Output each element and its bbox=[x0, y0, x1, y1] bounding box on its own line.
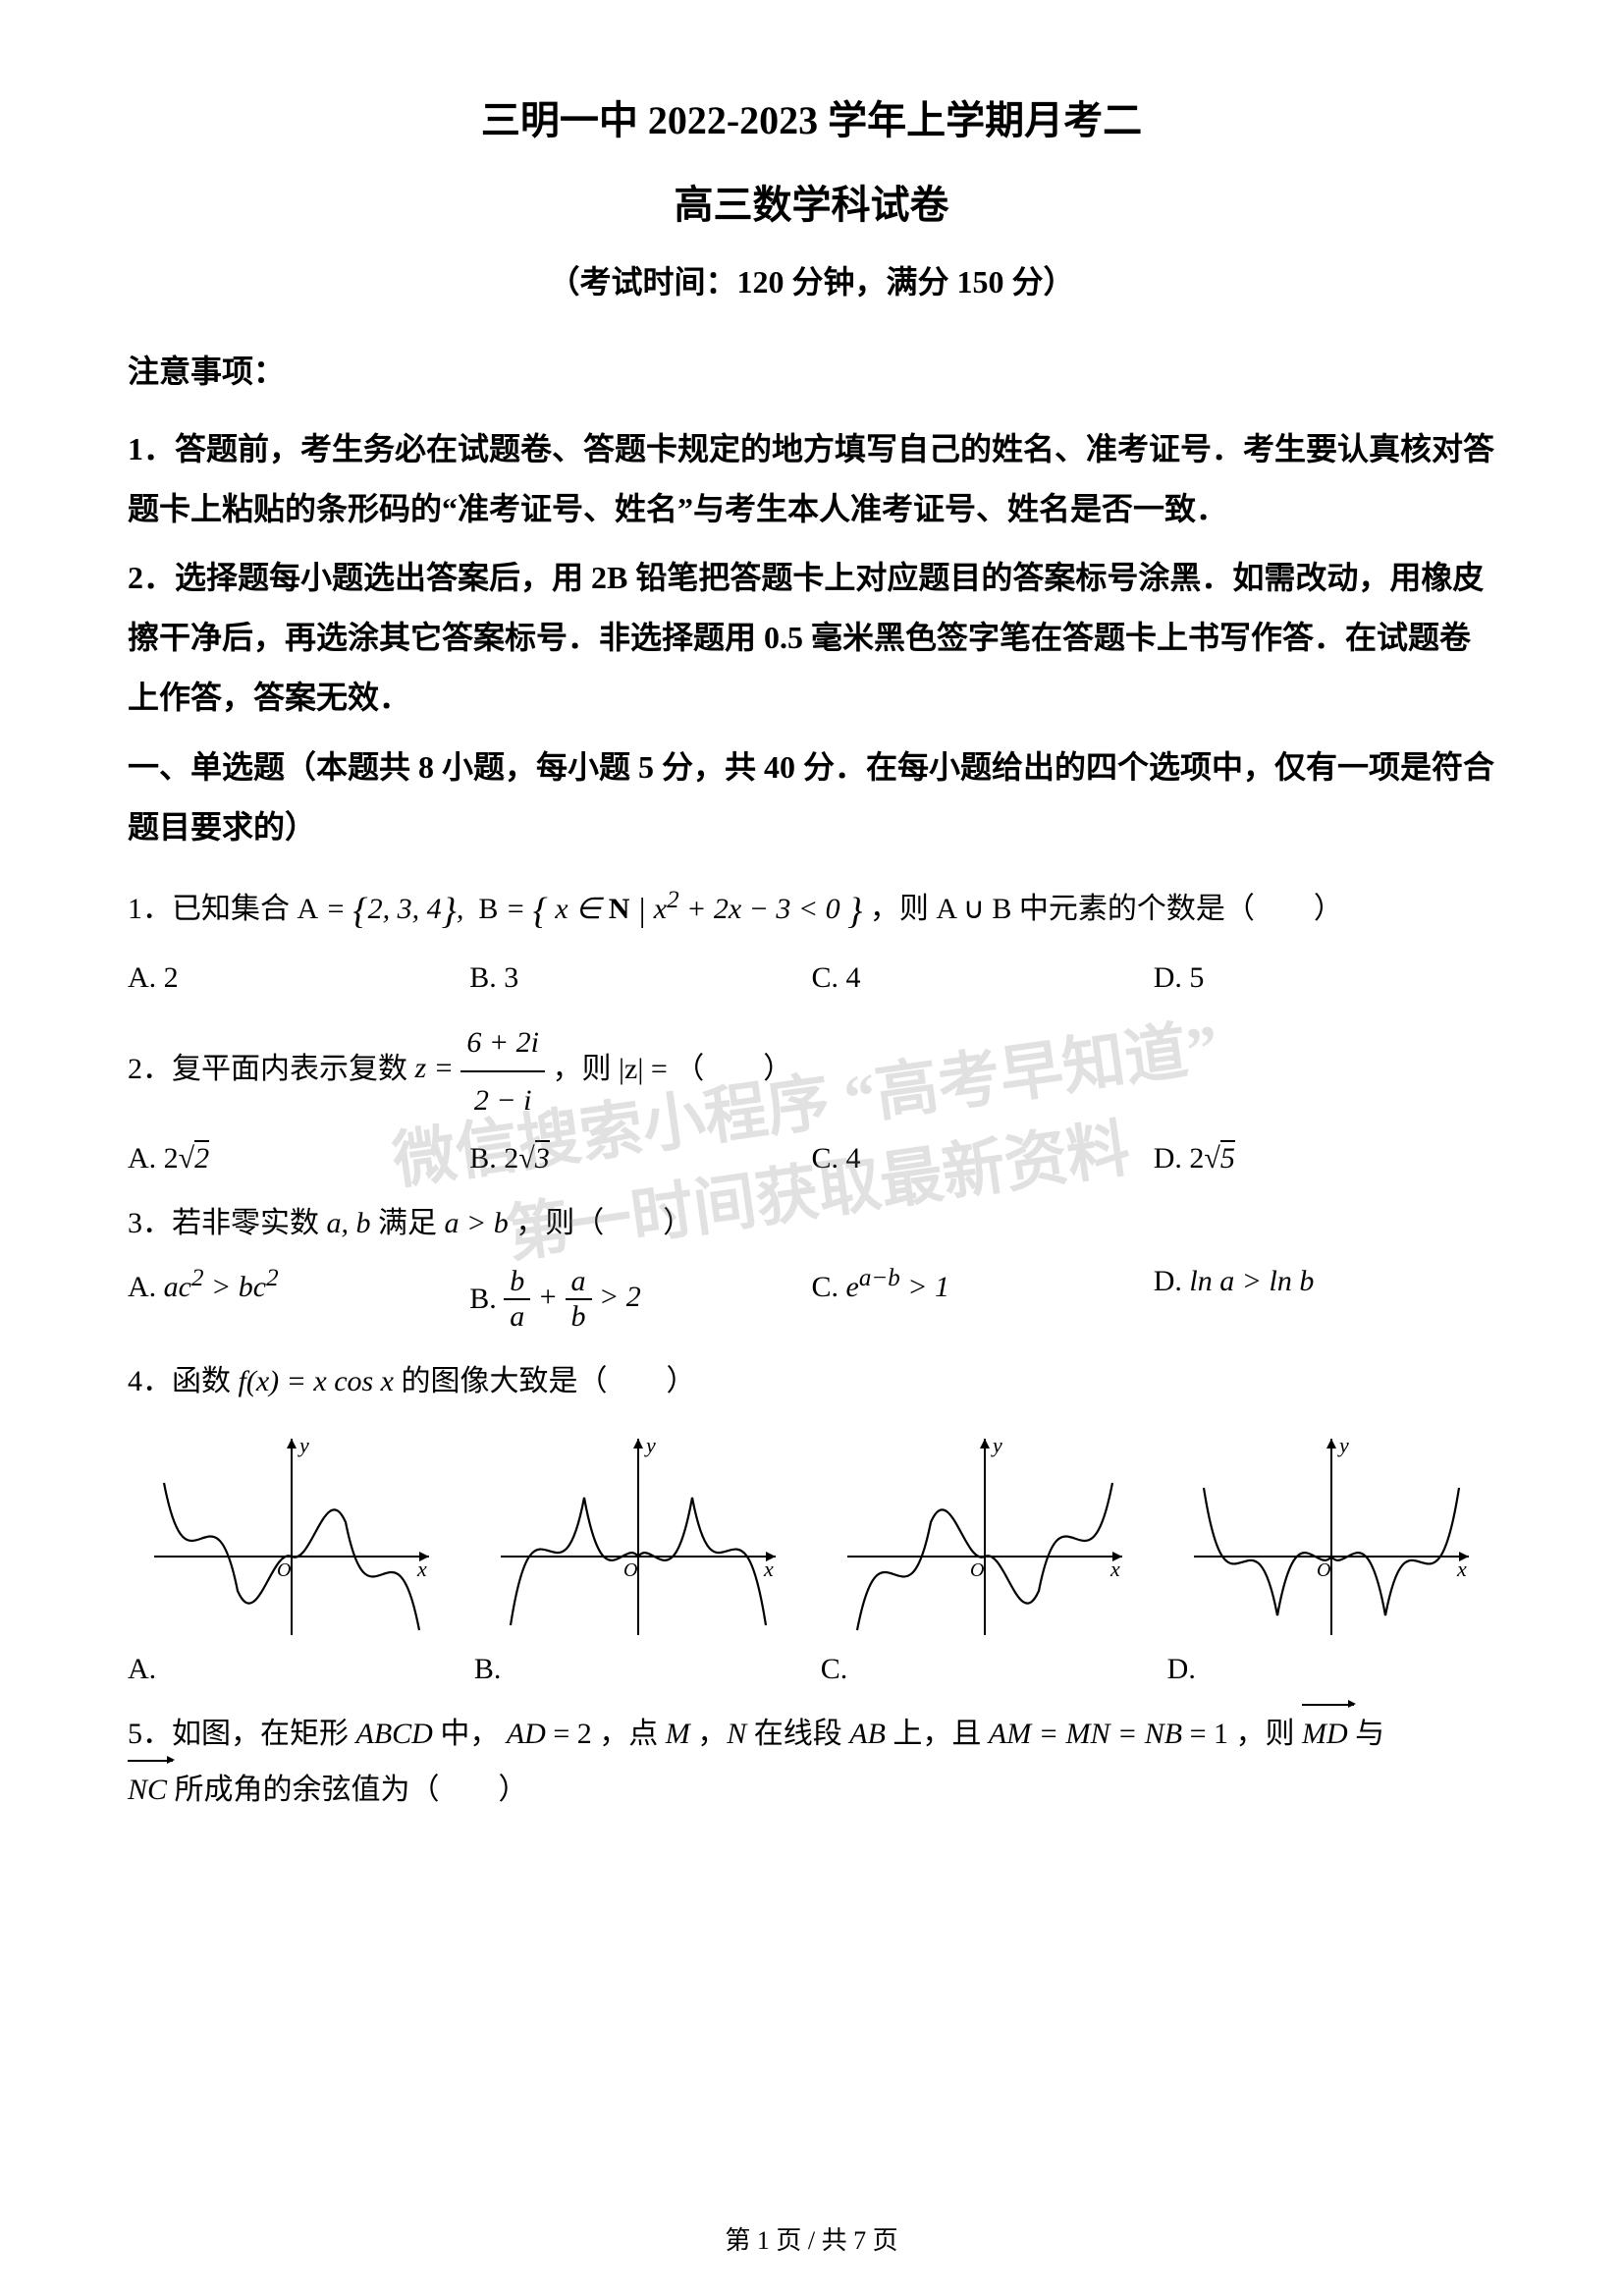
svg-text:y: y bbox=[991, 1433, 1002, 1457]
q4-graph-row: y x O y x O bbox=[128, 1429, 1495, 1645]
question-1: 1．已知集合 A = {2, 3, 4}, B = { x ∈ N | x2 +… bbox=[128, 876, 1495, 947]
notice-heading: 注意事项： bbox=[128, 342, 1495, 402]
q3-b-frac1-den: a bbox=[504, 1300, 530, 1334]
svg-text:y: y bbox=[644, 1433, 656, 1457]
q3-opt-b: B. b a + a b > 2 bbox=[469, 1265, 811, 1334]
q4-label-a: A. bbox=[128, 1653, 456, 1686]
svg-text:x: x bbox=[1109, 1557, 1120, 1581]
q4-graph-labels: A. B. C. D. bbox=[128, 1653, 1495, 1686]
svg-text:O: O bbox=[970, 1559, 984, 1581]
svg-text:y: y bbox=[1337, 1433, 1349, 1457]
q1-opt-a: A. 2 bbox=[128, 961, 469, 995]
question-2: 2．复平面内表示复数 z = 6 + 2i 2 − i ，则 |z| = （ ） bbox=[128, 1014, 1495, 1128]
q2-opt-b: B. 2√3 bbox=[469, 1142, 811, 1175]
q4-graph-a: y x O bbox=[128, 1429, 456, 1645]
svg-text:O: O bbox=[623, 1559, 637, 1581]
notice-2: 2．选择题每小题选出答案后，用 2B 铅笔把答题卡上对应题目的答案标号涂黑．如需… bbox=[128, 548, 1495, 727]
q3-b-tail: > 2 bbox=[599, 1280, 641, 1312]
notice-1: 1．答题前，考生务必在试题卷、答题卡规定的地方填写自己的姓名、准考证号．考生要认… bbox=[128, 419, 1495, 539]
question-5: 5．如图，在矩形 ABCD 中， AD = 2 ，点 M ，N 在线段 AB 上… bbox=[128, 1706, 1495, 1818]
q4-label-d: D. bbox=[1167, 1653, 1495, 1686]
title-line-3: （考试时间：120 分钟，满分 150 分） bbox=[128, 257, 1495, 302]
q4-graph-c: y x O bbox=[821, 1429, 1149, 1645]
q4-label-b: B. bbox=[474, 1653, 802, 1686]
q4-text: 4．函数 f(x) = x cos x 的图像大致是（ ） bbox=[128, 1365, 696, 1397]
q3-b-frac1-num: b bbox=[504, 1265, 530, 1300]
q4-graph-b: y x O bbox=[474, 1429, 802, 1645]
q1-set-expr: A = {2, 3, 4}, B = { x ∈ N | x2 + 2x − 3… bbox=[298, 893, 870, 925]
page-footer: 第 1 页 / 共 7 页 bbox=[0, 2220, 1623, 2257]
q4-graph-d: y x O bbox=[1167, 1429, 1495, 1645]
q1-opt-d: D. 5 bbox=[1154, 961, 1495, 995]
q5-line1-pre: 5．如图，在矩形 ABCD 中， AD = 2 ，点 M ，N 在线段 AB 上… bbox=[128, 1718, 1302, 1750]
q1-opt-c: C. 4 bbox=[812, 961, 1154, 995]
q3-opt-b-label: B. bbox=[469, 1283, 497, 1316]
q2-z-eq: z = 6 + 2i 2 − i bbox=[415, 1052, 553, 1084]
q3-options: A. ac2 > bc2 B. b a + a b > 2 C. ea−b > … bbox=[128, 1265, 1495, 1334]
q1-prefix: 1．已知集合 bbox=[128, 893, 298, 925]
q2-mid: ，则 |z| = （ ） bbox=[553, 1052, 793, 1084]
q2-opt-c: C. 4 bbox=[812, 1142, 1154, 1175]
svg-text:O: O bbox=[1317, 1559, 1330, 1581]
title-line-1: 三明一中 2022-2023 学年上学期月考二 bbox=[128, 88, 1495, 145]
q1-suffix: ，则 A ∪ B 中元素的个数是（ ） bbox=[870, 893, 1343, 925]
q5-line1-mid: 与 bbox=[1355, 1718, 1384, 1750]
q3-b-plus: + bbox=[538, 1280, 566, 1312]
q2-frac-num: 6 + 2i bbox=[460, 1014, 545, 1072]
page: 三明一中 2022-2023 学年上学期月考二 高三数学科试卷 （考试时间：12… bbox=[0, 0, 1623, 2296]
question-4: 4．函数 f(x) = x cos x 的图像大致是（ ） bbox=[128, 1353, 1495, 1409]
q5-line2: 所成角的余弦值为（ ） bbox=[175, 1774, 528, 1806]
q3-b-frac2-den: b bbox=[566, 1300, 592, 1334]
q2-frac-den: 2 − i bbox=[460, 1072, 545, 1128]
section-1-heading: 一、单选题（本题共 8 小题，每小题 5 分，共 40 分．在每小题给出的四个选… bbox=[128, 738, 1495, 857]
svg-text:x: x bbox=[416, 1557, 427, 1581]
q5-vec-md: MD bbox=[1302, 1706, 1348, 1762]
q2-opt-d: D. 2√5 bbox=[1154, 1142, 1495, 1175]
q3-text: 3．若非零实数 a, b 满足 a > b ，则（ ） bbox=[128, 1207, 692, 1239]
svg-text:x: x bbox=[763, 1557, 774, 1581]
q2-options: A. 2√2 B. 2√3 C. 4 D. 2√5 bbox=[128, 1142, 1495, 1175]
svg-text:x: x bbox=[1456, 1557, 1467, 1581]
title-line-2: 高三数学科试卷 bbox=[128, 173, 1495, 230]
q1-opt-b: B. 3 bbox=[469, 961, 811, 995]
q1-options: A. 2 B. 3 C. 4 D. 5 bbox=[128, 961, 1495, 995]
svg-text:y: y bbox=[298, 1433, 309, 1457]
q3-opt-d: D. ln a > ln b bbox=[1154, 1265, 1495, 1334]
q2-prefix: 2．复平面内表示复数 bbox=[128, 1052, 415, 1084]
q3-b-frac2-num: a bbox=[566, 1265, 592, 1300]
q3-opt-c: C. ea−b > 1 bbox=[812, 1265, 1154, 1334]
q2-opt-a: A. 2√2 bbox=[128, 1142, 469, 1175]
q3-opt-a: A. ac2 > bc2 bbox=[128, 1265, 469, 1334]
question-3: 3．若非零实数 a, b 满足 a > b ，则（ ） bbox=[128, 1195, 1495, 1251]
q4-label-c: C. bbox=[821, 1653, 1149, 1686]
q5-vec-nc: NC bbox=[128, 1762, 167, 1818]
